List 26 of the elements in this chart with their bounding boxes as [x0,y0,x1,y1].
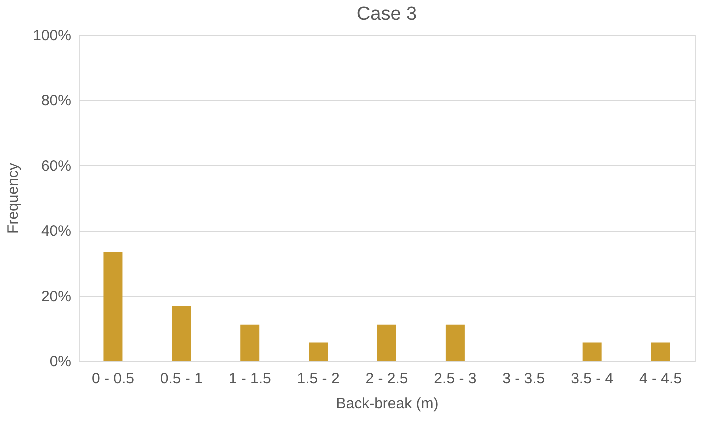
bar [309,342,328,361]
bar [446,324,465,361]
x-tick-label: 2 - 2.5 [366,370,408,388]
y-tick-label: 80% [41,92,72,110]
x-tick-label: 1.5 - 2 [297,370,340,388]
y-tick-label: 100% [33,28,72,44]
x-tick-label: 2.5 - 3 [434,370,477,388]
y-tick-label: 40% [41,223,72,240]
bar [378,324,396,361]
bar [582,342,602,361]
y-axis-title: Frequency [5,162,22,234]
x-tick-label: 0.5 - 1 [160,370,203,388]
chart-title: Case 3 [356,4,418,25]
x-tick-label: 4 - 4.5 [640,370,682,388]
bar [240,324,260,361]
x-tick-label: 0 - 0.5 [92,370,134,388]
x-axis-title: Back-break (m) [336,396,439,412]
bar [651,342,670,361]
x-tick-label: 3 - 3.5 [502,370,546,388]
bar [104,252,123,361]
x-tick-label: 3.5 - 4 [571,370,614,388]
y-tick-label: 0% [50,354,72,370]
bar [172,306,192,361]
y-tick-label: 20% [41,288,72,306]
y-tick-label: 60% [41,158,72,175]
x-tick-label: 1 - 1.5 [228,370,272,388]
